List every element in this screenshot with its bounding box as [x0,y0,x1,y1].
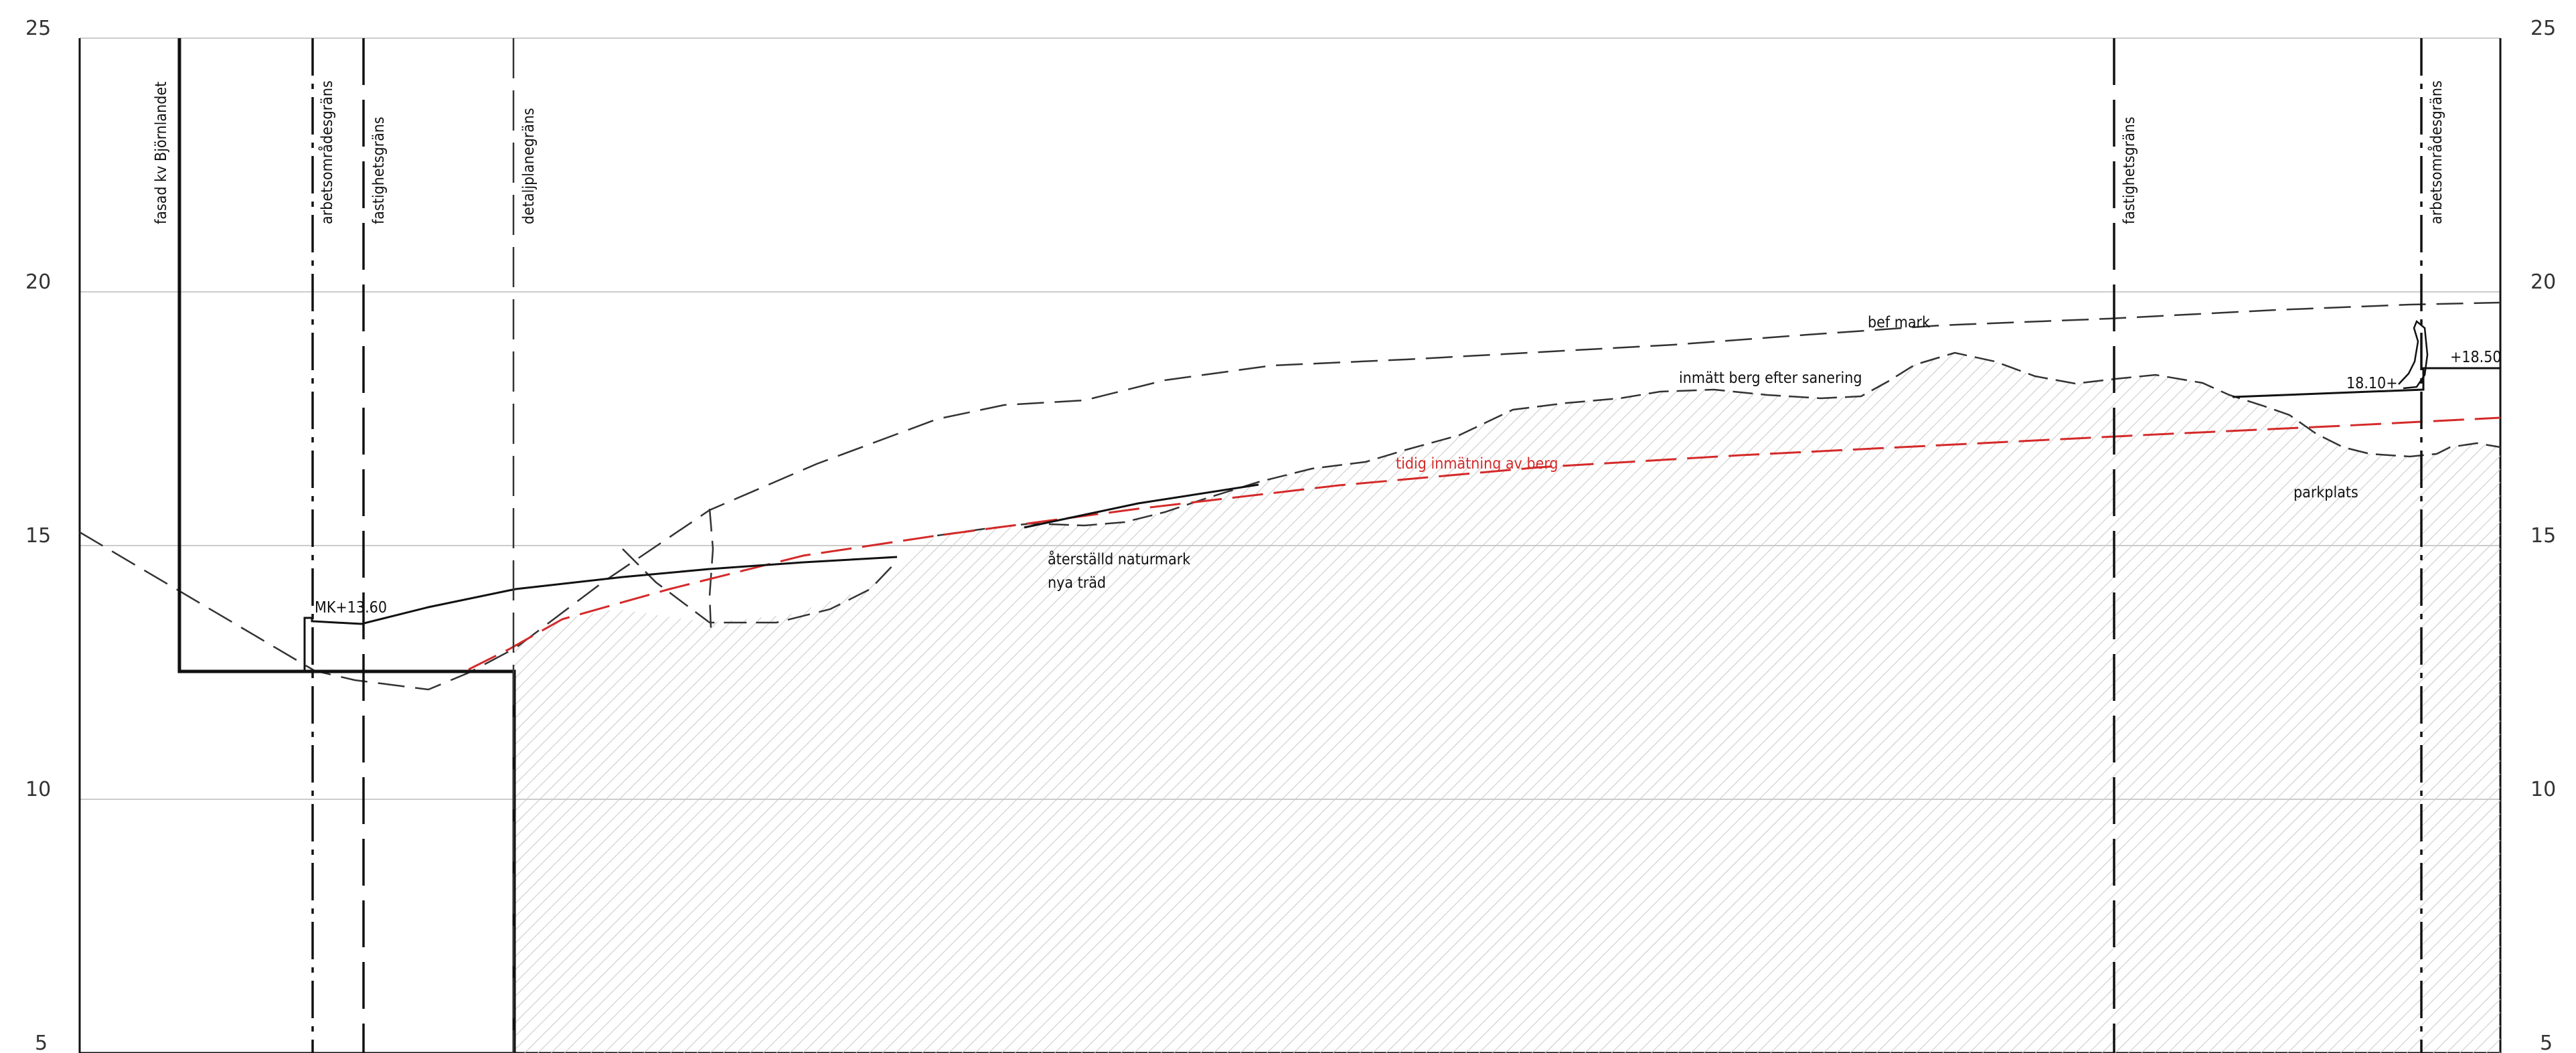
label-work-area-right: arbetsområdesgräns [2427,80,2445,224]
label-level-left: 18.10+ [2346,375,2398,392]
y-tick-left-15: 15 [25,524,51,548]
design-ground-line [303,556,898,671]
design-slope-line [1024,483,1259,529]
label-restored-ground: återställd naturmark [1048,550,1190,568]
y-tick-right-20: 20 [2530,270,2556,294]
label-property-left: fastighetsgräns [370,116,388,224]
label-earlier-rock: tidig inmätning av berg [1396,455,1558,473]
building-outline [177,38,516,1053]
y-tick-left-5: 5 [35,1032,48,1053]
y-tick-right-15: 15 [2530,524,2556,548]
label-measured-rock: inmätt berg efter sanering [1679,370,1862,387]
label-work-area-left: arbetsområdesgräns [317,80,336,224]
rock-hatch-area [514,353,2500,1053]
label-new-trees: nya träd [1048,574,1106,592]
label-existing-ground: bef mark [1868,314,1930,331]
label-detail-plan: detaljplanegräns [520,108,538,224]
label-parking: parkplats [2293,484,2358,501]
y-tick-left-20: 20 [25,270,51,294]
y-tick-right-10: 10 [2530,778,2556,801]
y-tick-left-25: 25 [25,17,51,40]
existing-ground-dip [622,508,898,630]
earlier-rock-line [468,416,2501,671]
label-level-right: +18.50 [2450,349,2502,366]
parking-edge-line [2232,367,2500,398]
y-tick-left-10: 10 [25,778,51,801]
y-tick-right-25: 25 [2530,17,2556,40]
label-facade: fasad kv Björnlandet [153,82,170,224]
label-mk-level: MK+13.60 [315,599,387,617]
y-tick-right-5: 5 [2540,1032,2553,1053]
measured-rock-line [937,351,2501,537]
label-property-right: fastighetsgräns [2121,116,2138,224]
existing-ground-line [79,301,2501,691]
retaining-wall-detail [2398,319,2429,390]
